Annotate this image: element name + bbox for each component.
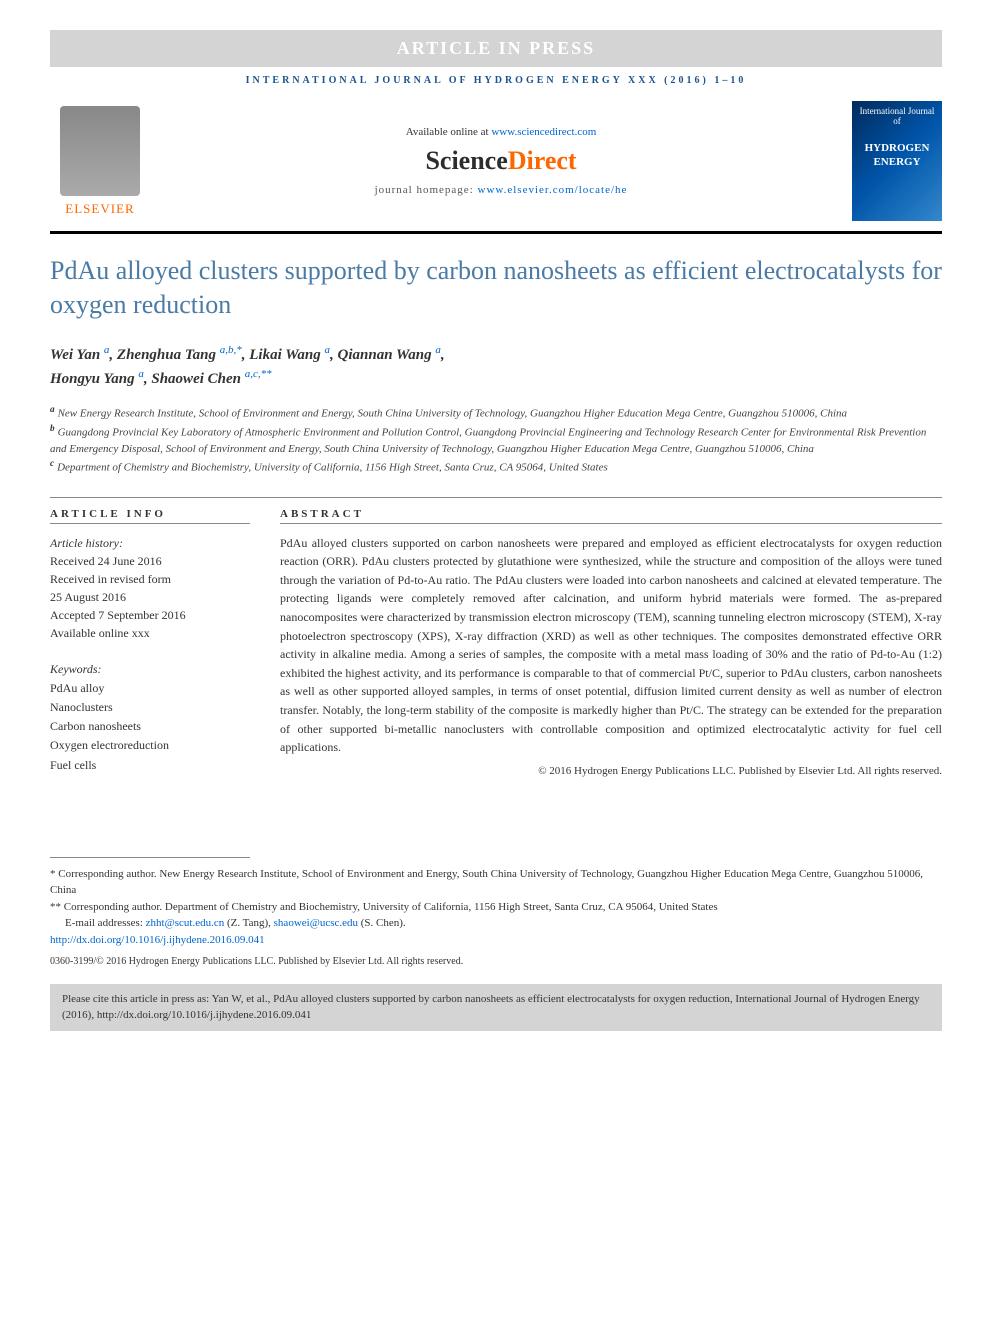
article-info-header: ARTICLE INFO	[50, 508, 250, 524]
article-info-column: ARTICLE INFO Article history: Received 2…	[50, 508, 250, 777]
keywords-label: Keywords:	[50, 660, 250, 679]
footer-divider	[50, 857, 250, 858]
affiliation-a: aNew Energy Research Institute, School o…	[50, 403, 942, 422]
author: Zhenghua Tang a,b,*	[117, 347, 242, 363]
affiliation-b: bGuangdong Provincial Key Laboratory of …	[50, 422, 942, 458]
corresponding-author-1: * Corresponding author. New Energy Resea…	[50, 866, 942, 899]
abstract-text: PdAu alloyed clusters supported on carbo…	[280, 534, 942, 757]
available-prefix: Available online at	[406, 126, 492, 138]
header-center: Available online at www.sciencedirect.co…	[150, 126, 852, 196]
header-row: ELSEVIER Available online at www.science…	[50, 101, 942, 234]
keyword: Nanoclusters	[50, 698, 250, 717]
author: Shaowei Chen a,c,**	[151, 371, 271, 387]
history-label: Article history:	[50, 534, 250, 552]
keyword: Fuel cells	[50, 756, 250, 775]
issn-copyright-line: 0360-3199/© 2016 Hydrogen Energy Publica…	[50, 954, 942, 969]
abstract-header: ABSTRACT	[280, 508, 942, 524]
journal-cover-thumbnail: International Journal of HYDROGEN ENERGY	[852, 101, 942, 221]
divider-line	[50, 497, 942, 498]
sciencedirect-logo: ScienceDirect	[150, 146, 852, 176]
sciencedirect-url-link[interactable]: www.sciencedirect.com	[491, 126, 596, 138]
author: Wei Yan a	[50, 347, 109, 363]
email-link-2[interactable]: shaowei@ucsc.edu	[274, 917, 358, 929]
article-history: Article history: Received 24 June 2016 R…	[50, 534, 250, 642]
author: Qiannan Wang a	[338, 347, 441, 363]
author: Likai Wang a	[249, 347, 330, 363]
elsevier-tree-icon	[60, 106, 140, 196]
cover-main-title: HYDROGEN ENERGY	[857, 141, 937, 170]
available-online-text: Available online at www.sciencedirect.co…	[150, 126, 852, 138]
revised-line2: 25 August 2016	[50, 588, 250, 606]
elsevier-text: ELSEVIER	[50, 201, 150, 217]
journal-homepage-text: journal homepage: www.elsevier.com/locat…	[150, 184, 852, 196]
page-wrapper: ARTICLE IN PRESS INTERNATIONAL JOURNAL O…	[0, 0, 992, 1051]
sciencedirect-logo-science: Science	[425, 146, 507, 175]
journal-citation-header: INTERNATIONAL JOURNAL OF HYDROGEN ENERGY…	[50, 75, 942, 86]
article-title: PdAu alloyed clusters supported by carbo…	[50, 254, 942, 322]
online-date: Available online xxx	[50, 624, 250, 642]
cover-small-text: International Journal of	[857, 106, 937, 126]
author: Hongyu Yang a	[50, 371, 144, 387]
revised-line1: Received in revised form	[50, 570, 250, 588]
keyword: PdAu alloy	[50, 679, 250, 698]
keyword: Carbon nanosheets	[50, 717, 250, 736]
cite-this-article-box: Please cite this article in press as: Ya…	[50, 984, 942, 1031]
abstract-column: ABSTRACT PdAu alloyed clusters supported…	[280, 508, 942, 777]
corresponding-author-2: ** Corresponding author. Department of C…	[50, 899, 942, 916]
sciencedirect-logo-direct: Direct	[508, 146, 577, 175]
homepage-link[interactable]: www.elsevier.com/locate/he	[478, 184, 628, 196]
accepted-date: Accepted 7 September 2016	[50, 606, 250, 624]
author-list: Wei Yan a, Zhenghua Tang a,b,*, Likai Wa…	[50, 342, 942, 391]
keywords-block: Keywords: PdAu alloy Nanoclusters Carbon…	[50, 660, 250, 775]
keyword: Oxygen electroreduction	[50, 736, 250, 755]
content-columns: ARTICLE INFO Article history: Received 2…	[50, 508, 942, 777]
homepage-prefix: journal homepage:	[375, 184, 478, 196]
email-link-1[interactable]: zhht@scut.edu.cn	[146, 917, 225, 929]
doi-link[interactable]: http://dx.doi.org/10.1016/j.ijhydene.201…	[50, 934, 265, 946]
email-line: E-mail addresses: zhht@scut.edu.cn (Z. T…	[65, 915, 942, 932]
affiliation-c: cDepartment of Chemistry and Biochemistr…	[50, 457, 942, 476]
article-in-press-banner: ARTICLE IN PRESS	[50, 30, 942, 67]
elsevier-logo: ELSEVIER	[50, 106, 150, 217]
footer-notes: * Corresponding author. New Energy Resea…	[50, 866, 942, 970]
affiliations-block: aNew Energy Research Institute, School o…	[50, 403, 942, 477]
received-date: Received 24 June 2016	[50, 552, 250, 570]
abstract-copyright: © 2016 Hydrogen Energy Publications LLC.…	[280, 765, 942, 777]
